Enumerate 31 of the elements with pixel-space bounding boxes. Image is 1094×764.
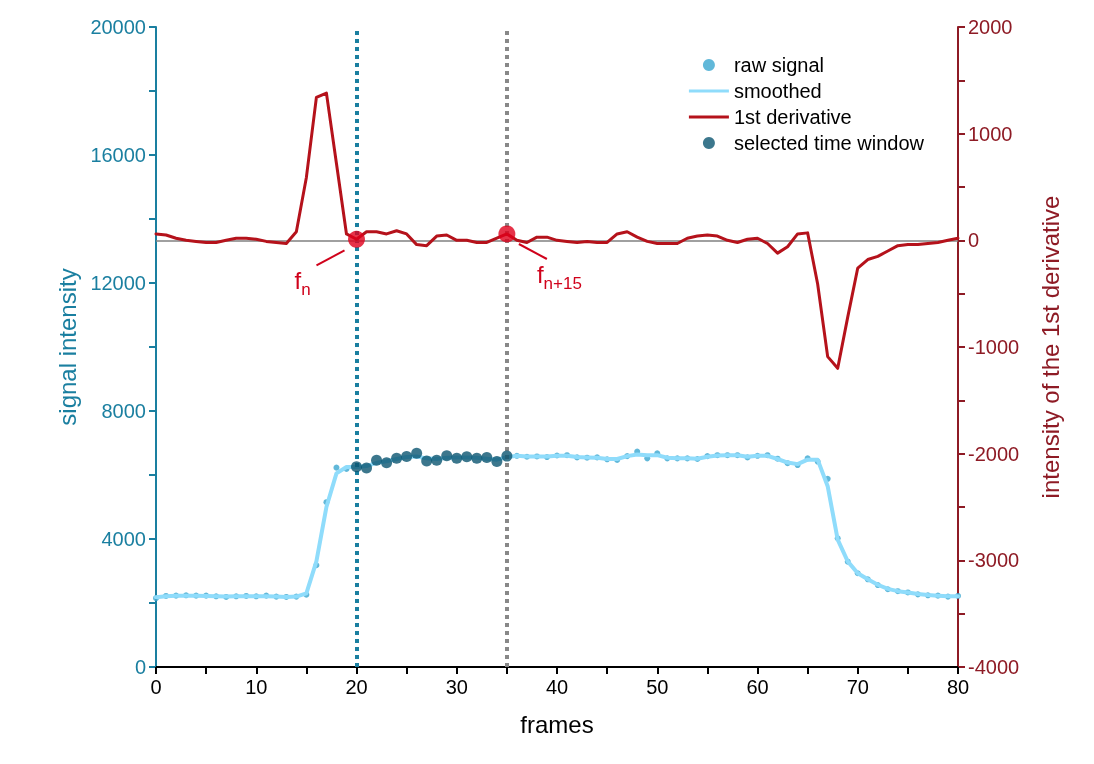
legend-label: 1st derivative	[733, 106, 852, 128]
legend-label: smoothed	[733, 80, 822, 102]
y2-tick-label: 0	[968, 229, 980, 252]
x-tick-label: 30	[445, 676, 468, 698]
annotation: f$_{n+15}$	[536, 261, 582, 294]
x-tick-label: 70	[846, 676, 869, 698]
y-tick-label: 0	[134, 656, 146, 678]
annotation: f$_{n}$	[294, 267, 311, 301]
x-tick-label: 50	[646, 676, 669, 698]
y2-tick-label: -4000	[968, 656, 1020, 678]
legend-label: raw signal	[733, 54, 824, 76]
y-tick-label: 16000	[90, 144, 146, 166]
y-tick-label: 4000	[101, 528, 146, 550]
y2-tick-label: 2000	[968, 16, 1013, 38]
y-tick-label: 20000	[90, 16, 146, 38]
x-tick-label: 0	[150, 676, 162, 698]
x-tick-label: 40	[545, 676, 569, 698]
x-tick-label: 10	[245, 676, 268, 698]
y2-tick-label: -3000	[968, 549, 1020, 572]
y2-tick-label: -1000	[968, 336, 1020, 358]
y-tick-label: 12000	[90, 272, 146, 294]
x-tick-label: 80	[946, 676, 970, 698]
y2-tick-label: -2000	[968, 442, 1020, 465]
legend-label: selected time window	[733, 132, 925, 154]
x-tick-label: 20	[345, 676, 368, 698]
x-axis-title: frames	[520, 710, 594, 738]
y2-axis-title: intensity of the 1st derivative	[1036, 195, 1064, 499]
y2-tick-label: 1000	[968, 122, 1013, 145]
y-tick-label: 8000	[101, 400, 146, 422]
y-axis-title: signal intensity	[53, 268, 81, 426]
x-tick-label: 60	[746, 676, 769, 698]
